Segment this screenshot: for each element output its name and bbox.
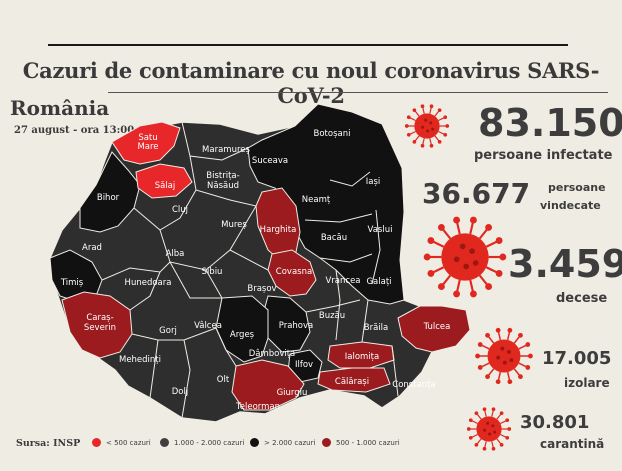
source-note: Sursa: INSP (16, 438, 81, 449)
label-iasi: Iași (366, 177, 381, 187)
infected-count: 83.150 (478, 101, 622, 145)
deaths-count: 3.459 (508, 242, 622, 286)
virus-icon-deaths (423, 216, 507, 298)
legend-swatch (92, 438, 101, 447)
label-suceava: Suceava (252, 156, 288, 166)
legend-swatch (250, 438, 259, 447)
label-maramures: Maramureș (202, 145, 250, 155)
report-date: 27 august - ora 13:00 (14, 125, 135, 136)
label-galati: Galați (366, 277, 391, 287)
recovered-label-line1: persoane (548, 181, 606, 194)
country-name: România (10, 96, 110, 120)
label-harghita: Harghita (260, 225, 297, 235)
quarantine-label: carantină (540, 437, 605, 451)
top-rule (48, 44, 568, 46)
label-arges: Argeș (230, 330, 255, 340)
label-valcea: Vâlcea (194, 321, 222, 331)
region-bihor (79, 151, 141, 233)
label-bacau: Bacău (321, 233, 347, 243)
legend-swatch (322, 438, 331, 447)
label-vaslui: Vaslui (368, 225, 393, 235)
legend-label: 1.000 - 2.000 cazuri (174, 438, 245, 447)
label-cluj: Cluj (172, 205, 188, 215)
isolation-label: izolare (564, 376, 610, 390)
region-caras-severin (61, 291, 133, 359)
recovered-label-line2: vindecate (540, 199, 601, 212)
legend-label: > 2.000 cazuri (264, 438, 316, 447)
label-calarasi: Călărași (335, 377, 369, 387)
label-brasov: Brașov (247, 284, 276, 294)
label-buzau: Buzău (319, 311, 345, 321)
recovered-count: 36.677 (422, 177, 531, 210)
label-dolj: Dolj (172, 387, 188, 397)
label-vrancea: Vrancea (325, 276, 360, 286)
label-arad: Arad (82, 243, 102, 253)
label-alba: Alba (166, 249, 185, 259)
label-bihor: Bihor (97, 193, 120, 203)
label-hunedoara: Hunedoara (125, 278, 172, 288)
label-covasna: Covasna (276, 267, 312, 277)
label-sibiu: Sibiu (202, 267, 223, 277)
label-satu-mare: Satu Mare (137, 133, 158, 152)
legend-item-0: < 500 cazuri (92, 438, 151, 447)
legend-item-2: > 2.000 cazuri (250, 438, 315, 447)
virus-icon-infected (404, 104, 450, 148)
region-calarasi (317, 367, 391, 393)
region-ialomita (327, 341, 395, 369)
label-braila: Brăila (364, 323, 388, 333)
deaths-label: decese (556, 291, 608, 306)
quarantine-count: 30.801 (520, 412, 590, 433)
label-giurgiu: Giurgiu (277, 388, 308, 398)
label-ilfov: Ilfov (295, 360, 313, 370)
virus-icon-quarantine (466, 407, 512, 451)
label-ialomita: Ialomița (345, 352, 379, 362)
region-teleorman-giurgiu (231, 359, 305, 411)
label-tulcea: Tulcea (423, 322, 451, 332)
title-underline (108, 92, 608, 93)
page-title: Cazuri de contaminare cu noul coronaviru… (22, 58, 600, 108)
label-mures: Mureș (221, 220, 247, 230)
label-teleorman: Teleorman (235, 402, 280, 412)
label-timis: Timiș (60, 278, 84, 288)
virus-icon-isolation (475, 327, 533, 385)
label-caras-severin: Caraș-Severin (84, 313, 116, 333)
label-neamt: Neamț (302, 195, 331, 205)
label-mehedinti: Mehedinți (119, 355, 161, 365)
label-botosani: Botoșani (314, 129, 351, 139)
region-covasna (267, 249, 317, 297)
legend-item-3: 500 - 1.000 cazuri (322, 438, 400, 447)
infected-label: persoane infectate (474, 148, 613, 163)
label-olt: Olt (217, 375, 230, 385)
region-tulcea (397, 305, 471, 353)
legend-label: 500 - 1.000 cazuri (336, 438, 400, 447)
label-prahova: Prahova (279, 321, 314, 331)
label-constanta: Constanța (392, 380, 435, 390)
region-salaj (135, 163, 193, 199)
isolation-count: 17.005 (542, 348, 612, 369)
legend-item-1: 1.000 - 2.000 cazuri (160, 438, 244, 447)
legend-swatch (160, 438, 169, 447)
region-satu-mare (111, 121, 181, 165)
county-borders (101, 121, 399, 419)
label-gorj: Gorj (159, 326, 177, 336)
legend-label: < 500 cazuri (106, 438, 151, 447)
label-dambovita: Dâmbovița (249, 349, 296, 359)
label-salaj: Sălaj (155, 181, 176, 191)
label-bistrita: Bistrița-Năsăud (206, 171, 239, 191)
